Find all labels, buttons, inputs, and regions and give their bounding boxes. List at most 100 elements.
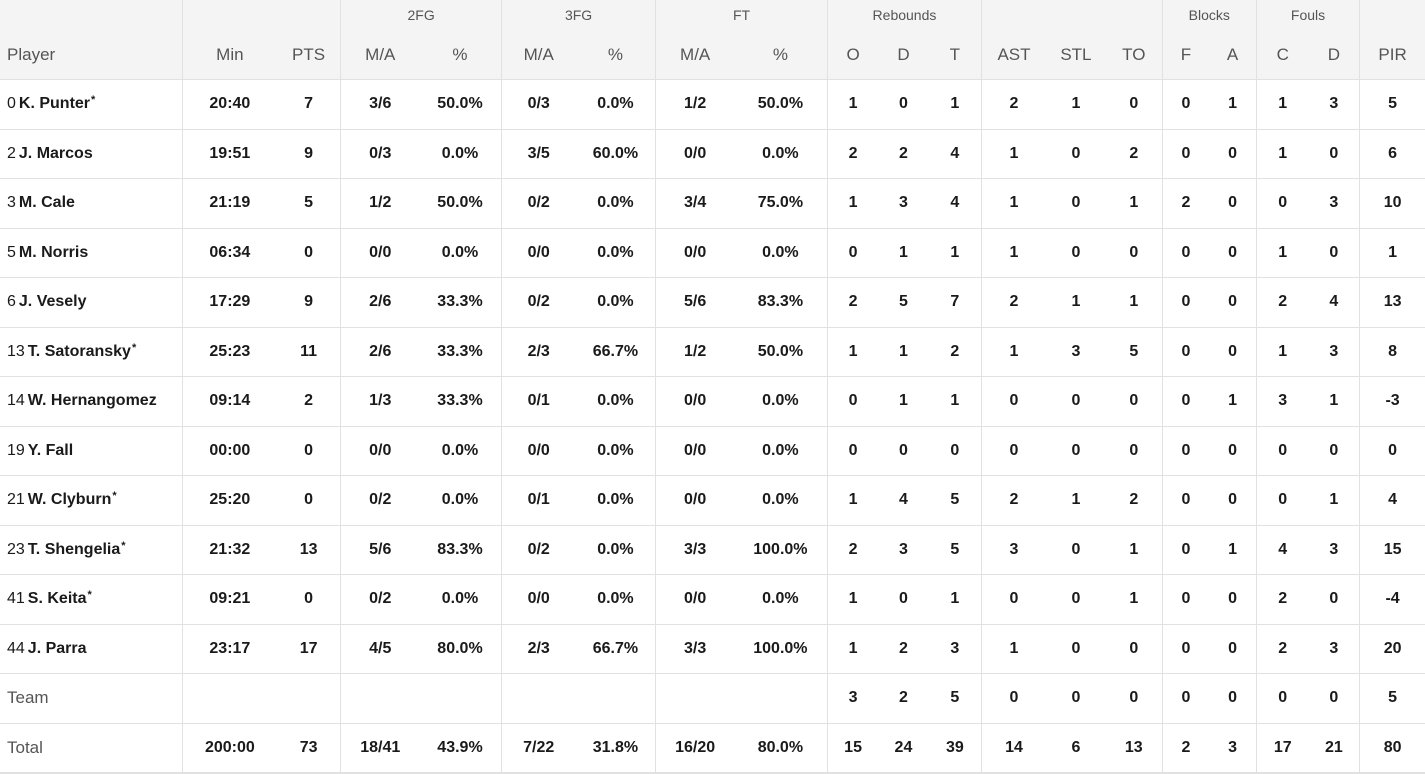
cell-fouls-committed: 2 [1255,623,1309,674]
column-header-turnovers[interactable]: TO [1105,30,1163,80]
column-header-defensive-rebounds[interactable]: D [878,30,929,80]
cell-3fg-made-attempted: 0/0 [500,227,576,278]
cell-pir: 5 [1359,79,1425,129]
column-header-ft-percent[interactable]: % [734,30,828,80]
cell-points [276,673,341,723]
cell-2fg-percent: 43.9% [419,722,502,774]
cell-2fg-made-attempted: 1/2 [340,178,420,228]
cell-total-rebounds: 39 [928,722,982,774]
cell-fouls-committed: 1 [1255,227,1309,278]
column-header-blocks-for[interactable]: F [1161,30,1210,80]
column-header-3fg-made-attempted[interactable]: M/A [500,30,576,80]
cell-total-rebounds: 5 [928,524,982,575]
cell-3fg-percent [575,673,656,723]
cell-fouls-committed: 0 [1255,178,1309,228]
column-header-fouls-committed[interactable]: C [1255,30,1309,80]
column-header-ft-made-attempted[interactable]: M/A [655,30,734,80]
cell-pir: -3 [1359,376,1425,426]
column-header-total-rebounds[interactable]: T [928,30,982,80]
cell-offensive-rebounds: 15 [826,722,879,774]
cell-offensive-rebounds: 1 [826,79,879,129]
player-link[interactable]: 5 M. Norris [7,244,89,261]
cell-ft-made-attempted: 0/0 [655,475,734,525]
cell-minutes: 25:20 [181,475,277,525]
cell-blocks-for: 0 [1161,623,1210,674]
cell-total-rebounds: 7 [928,277,982,327]
player-link[interactable]: 3 M. Cale [7,194,76,211]
table-body: 0 K. Punter* 20:40 7 3/6 50.0% 0/3 0.0% 1/2 50.0%… [0,79,1425,774]
cell-turnovers: 5 [1105,326,1163,377]
cell-turnovers: 1 [1105,574,1163,624]
column-header-min[interactable]: Min [181,30,277,80]
cell-defensive-rebounds: 0 [878,425,929,476]
cell-3fg-percent: 60.0% [575,128,656,179]
cell-3fg-made-attempted: 7/22 [500,722,576,774]
column-header-3fg-percent[interactable]: % [575,30,656,80]
column-header-player[interactable]: Player [0,30,183,80]
cell-turnovers: 0 [1105,79,1163,129]
cell-ft-made-attempted: 0/0 [655,425,734,476]
player-number: 6 [7,293,16,311]
player-name: M. Cale [18,194,75,212]
column-header-assists[interactable]: AST [981,30,1046,80]
cell-blocks-for: 0 [1161,673,1210,723]
player-link[interactable]: 41 S. Keita* [7,589,92,608]
cell-minutes: 06:34 [181,227,277,278]
cell-turnovers: 2 [1105,475,1163,525]
column-header-steals[interactable]: STL [1045,30,1106,80]
cell-offensive-rebounds: 1 [826,326,879,377]
player-link[interactable]: 21 W. Clyburn* [7,490,117,508]
cell-fouls-committed: 0 [1255,673,1309,723]
cell-pir: 10 [1359,178,1425,228]
cell-3fg-percent: 0.0% [575,227,656,278]
cell-blocks-for: 2 [1161,722,1210,774]
cell-assists: 1 [981,178,1046,228]
player-link[interactable]: 19 Y. Fall [7,442,74,459]
cell-ft-made-attempted: 0/0 [655,227,734,278]
cell-fouls-drawn: 1 [1308,376,1360,426]
cell-2fg-made-attempted: 5/6 [340,524,420,575]
player-number: 3 [7,194,16,212]
column-header-offensive-rebounds[interactable]: O [826,30,879,80]
cell-2fg-percent [419,673,502,723]
player-link[interactable]: 0 K. Punter* [7,94,95,113]
player-link[interactable]: 13 T. Satoransky* [7,341,137,360]
player-name: M. Norris [18,243,89,261]
cell-points: 0 [276,425,341,476]
starter-marker: * [131,341,137,354]
player-name: K. Punter [18,95,91,113]
group-header-empty [981,0,1163,30]
player-link[interactable]: 14 W. Hernangomez [7,392,158,409]
player-link[interactable]: 2 J. Marcos [7,145,94,162]
column-header-2fg-made-attempted[interactable]: M/A [340,30,420,80]
cell-offensive-rebounds: 2 [826,128,879,179]
cell-points: 0 [276,227,341,278]
player-link[interactable]: 6 J. Vesely [7,293,88,310]
cell-ft-made-attempted: 0/0 [655,574,734,624]
cell-defensive-rebounds: 24 [878,722,929,774]
cell-ft-percent: 50.0% [734,79,828,129]
cell-total-rebounds: 3 [928,623,982,674]
cell-points: 73 [276,722,341,774]
player-link[interactable]: 44 J. Parra [7,640,88,657]
cell-defensive-rebounds: 1 [878,376,929,426]
player-link[interactable]: 23 T. Shengelia* [7,540,126,558]
cell-pir: 15 [1359,524,1425,575]
cell-total-rebounds: 5 [928,673,982,723]
column-header-pir[interactable]: PIR [1359,30,1425,80]
cell-fouls-committed: 0 [1255,425,1309,476]
cell-player: 44 J. Parra [0,623,183,674]
column-header-pts[interactable]: PTS [276,30,341,80]
cell-fouls-committed: 1 [1255,79,1309,129]
player-name: W. Hernangomez [27,392,157,410]
table-header: 2FG 3FG FT Rebounds Blocks Fouls Player … [0,0,1425,80]
column-header-fouls-drawn[interactable]: D [1308,30,1360,80]
cell-fouls-drawn: 4 [1308,277,1360,327]
cell-offensive-rebounds: 1 [826,178,879,228]
column-header-2fg-percent[interactable]: % [419,30,502,80]
player-name: S. Keita [27,590,87,608]
cell-ft-made-attempted: 1/2 [655,326,734,377]
cell-total-rebounds: 2 [928,326,982,377]
column-header-blocks-against[interactable]: A [1209,30,1257,80]
cell-2fg-percent: 0.0% [419,574,502,624]
